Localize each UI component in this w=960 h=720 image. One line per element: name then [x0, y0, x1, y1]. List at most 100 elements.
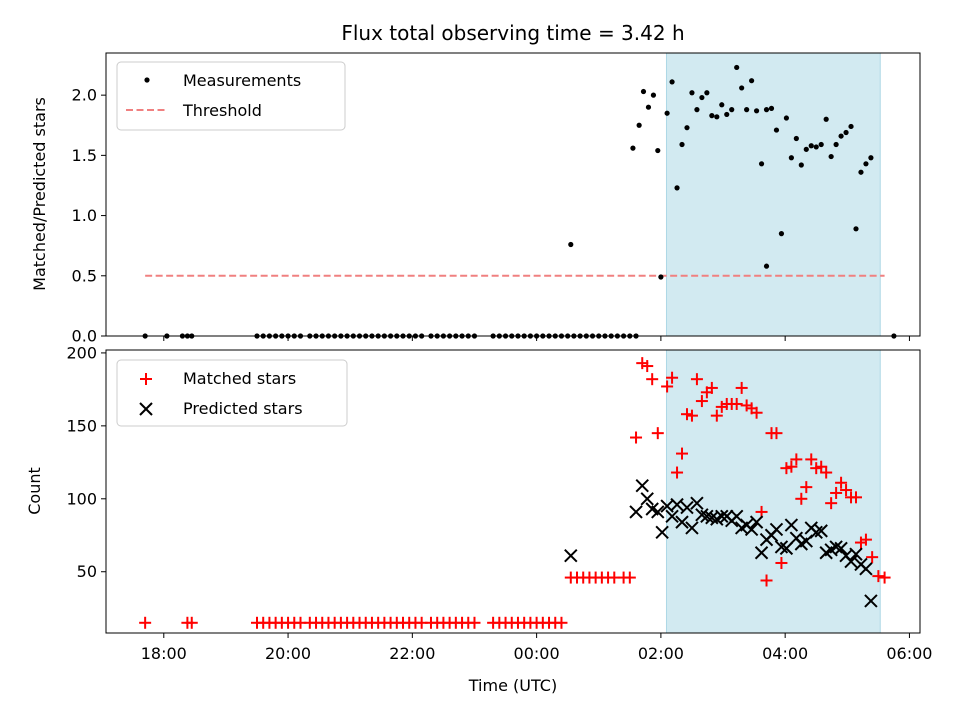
measurement-point [704, 90, 710, 96]
measurement-point [758, 161, 765, 167]
top-y-tick-label: 0.5 [72, 266, 97, 285]
measurement-point [689, 90, 695, 96]
legend-measurements-marker [144, 77, 150, 83]
matched-point [878, 571, 891, 584]
measurement-point [763, 107, 770, 113]
measurement-point [783, 115, 790, 121]
bottom-legend-box [116, 359, 348, 427]
predicted-point [844, 554, 858, 569]
top-y-tick-label: 2.0 [72, 86, 97, 105]
predicted-point [665, 509, 679, 524]
matched-point [690, 373, 703, 386]
bottom-matched-points [139, 357, 891, 629]
top-legend: Measurements Threshold [116, 61, 346, 131]
top-legend-box [116, 61, 346, 131]
measurement-point [669, 79, 675, 85]
bottom-y-tick-label: 150 [66, 416, 97, 435]
x-tick-label: 04:00 [762, 644, 808, 663]
measurement-point [658, 274, 664, 280]
measurement-point [788, 155, 794, 161]
bottom-y-tick-label: 200 [66, 343, 97, 362]
matched-point [685, 409, 698, 422]
matched-point [750, 406, 763, 419]
measurement-point [674, 185, 680, 191]
predicted-point [774, 540, 789, 554]
bottom-y-axis-label: Count [25, 467, 44, 515]
measurement-point [868, 155, 874, 161]
matched-point [630, 431, 643, 444]
predicted-point [864, 594, 878, 608]
measurement-point [650, 92, 657, 98]
measurement-point [734, 64, 740, 71]
matched-point [820, 466, 833, 479]
matched-point [676, 447, 689, 460]
measurement-point [694, 107, 700, 113]
measurement-point [664, 110, 670, 116]
top-span-rect [665, 52, 881, 337]
top-y-axis: 0.0 0.5 1.0 1.5 2.0 [72, 86, 106, 346]
measurement-point [636, 122, 642, 128]
bottom-span-rect [665, 349, 881, 634]
matched-point [730, 397, 743, 410]
predicted-point [675, 515, 689, 529]
bottom-legend: Matched stars Predicted stars [116, 359, 348, 427]
measurement-point [833, 141, 839, 148]
measurement-point [714, 114, 720, 120]
measurement-point [828, 153, 834, 160]
predicted-point [859, 562, 873, 576]
matched-point [790, 453, 803, 466]
predicted-point [635, 478, 649, 493]
matched-point [840, 484, 853, 497]
matched-point [859, 533, 872, 546]
matched-point [835, 476, 848, 489]
matched-point [623, 571, 636, 584]
measurement-point [568, 241, 574, 248]
legend-matched-marker [140, 373, 152, 385]
predicted-point [655, 525, 669, 540]
measurement-point [763, 263, 770, 269]
legend-matched-label: Matched stars [183, 369, 296, 388]
chart-title: Flux total observing time = 3.42 h [341, 21, 684, 45]
measurement-point [798, 162, 804, 168]
x-tick-label: 20:00 [265, 644, 311, 663]
bottom-panel: 50 100 150 200 18:00 20:00 22:00 00:00 02:00 04:… [25, 343, 932, 695]
matched-point [651, 427, 664, 440]
legend-measurements-label: Measurements [183, 71, 301, 90]
top-y-tick-label: 0.0 [72, 327, 97, 346]
predicted-point [749, 515, 764, 529]
matched-point [785, 460, 798, 473]
top-y-axis-label: Matched/Predicted stars [30, 97, 49, 291]
measurement-point [843, 129, 849, 136]
x-tick-label: 22:00 [389, 644, 435, 663]
predicted-point [834, 541, 848, 556]
x-tick-label: 18:00 [141, 644, 187, 663]
predicted-point [849, 547, 863, 561]
measurement-point [655, 147, 661, 154]
matched-point [705, 381, 718, 394]
x-tick-label: 02:00 [638, 644, 684, 663]
predicted-point [564, 548, 578, 563]
predicted-point [629, 505, 643, 519]
measurement-point [724, 111, 730, 118]
predicted-point [690, 496, 704, 510]
top-panel: 0.00.51.01.52.0 Matched/Predicted stars … [30, 52, 921, 346]
measurement-point [813, 144, 819, 150]
predicted-point [809, 525, 823, 540]
measurement-point [739, 85, 745, 91]
matched-point [185, 616, 198, 629]
measurement-point [640, 88, 647, 95]
bottom-highlight-span [665, 349, 881, 634]
measurement-point [684, 125, 690, 131]
top-highlight-span [665, 52, 881, 337]
measurement-point [749, 78, 755, 84]
matched-point [661, 380, 674, 393]
predicted-point [779, 541, 794, 556]
measurement-point [848, 123, 854, 130]
predicted-point [695, 508, 709, 522]
bottom-y-tick-label: 100 [66, 489, 97, 508]
matched-point [735, 381, 748, 394]
matched-point [795, 492, 808, 505]
measurement-point [858, 169, 864, 175]
measurement-point [630, 145, 636, 151]
